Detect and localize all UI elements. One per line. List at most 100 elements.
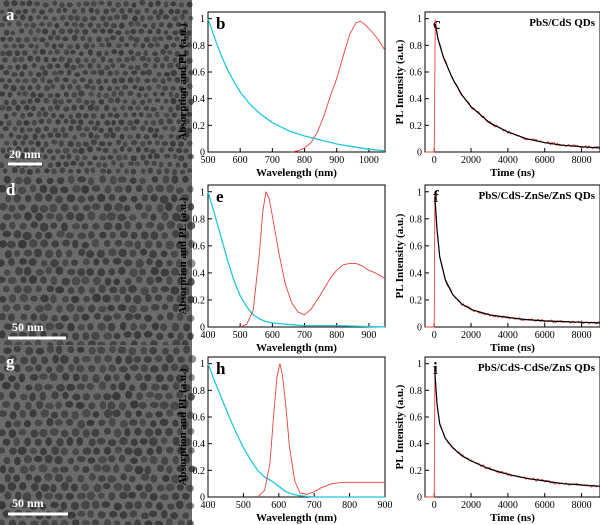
y-tick-label-h-0: 0 xyxy=(200,493,205,504)
x-tick-label-b-4: 900 xyxy=(329,155,344,166)
x-tick-label-h-5: 900 xyxy=(378,500,393,511)
y-tick-label-e-2: 0.4 xyxy=(193,268,206,279)
y-tick-label-c-3: 0.6 xyxy=(410,68,423,79)
y-tick-label-h-3: 0.6 xyxy=(193,413,206,424)
y-tick-label-f-5: 1 xyxy=(417,187,422,198)
x-axis-label-c: Time (ns) xyxy=(490,167,535,179)
x-tick-label-h-4: 800 xyxy=(342,500,357,511)
x-tick-label-e-1: 500 xyxy=(233,330,248,341)
y-tick-label-c-5: 1 xyxy=(417,14,422,25)
y-axis-label-f: PL Intensity (a.u.) xyxy=(394,213,406,298)
y-axis-label-c: PL Intensity (a.u.) xyxy=(394,39,406,124)
panel-letter-a: a xyxy=(6,5,15,24)
y-tick-label-i-0: 0 xyxy=(417,493,422,504)
absorption-line-b xyxy=(208,19,385,151)
decay_data-line-i xyxy=(425,372,600,497)
panel-letter-d: d xyxy=(6,180,16,199)
y-tick-label-h-5: 1 xyxy=(200,359,205,370)
sample-label-f: PbS/CdS-ZnSe/ZnS QDs xyxy=(479,190,596,202)
y-tick-label-f-4: 0.8 xyxy=(410,214,423,225)
panel-letter-f: f xyxy=(433,187,439,206)
plot-frame-c xyxy=(425,12,600,152)
panel-letter-b: b xyxy=(216,14,225,33)
panel-letter-h: h xyxy=(216,359,226,378)
x-tick-label-i-0: 0 xyxy=(432,500,437,511)
y-tick-label-c-1: 0.2 xyxy=(410,121,423,132)
y-tick-label-b-3: 0.6 xyxy=(193,68,206,79)
figure: a 20 nm d 50 nm g 50 nm 500 600 700 800 900 1… xyxy=(0,0,600,525)
x-axis-label-h: Wavelength (nm) xyxy=(256,512,337,524)
x-tick-label-h-1: 500 xyxy=(236,500,251,511)
chart-panel-e: 400 500 600 700 800 900 0 0.2 0.4 0.6 0.8 1 Waveleng… xyxy=(177,185,385,354)
y-axis-label-e: Absorption and PL (a.u.) xyxy=(177,197,189,314)
y-tick-label-b-2: 0.4 xyxy=(193,94,206,105)
panel-letter-g: g xyxy=(6,352,15,371)
x-tick-label-f-0: 0 xyxy=(432,330,437,341)
x-tick-label-f-1: 2000 xyxy=(461,330,481,341)
y-tick-label-e-4: 0.8 xyxy=(193,214,206,225)
sample-label-c: PbS/CdS QDs xyxy=(529,17,595,29)
x-tick-label-i-2: 4000 xyxy=(498,500,518,511)
x-tick-label-b-3: 800 xyxy=(297,155,312,166)
y-tick-label-b-4: 0.8 xyxy=(193,41,206,52)
x-tick-label-b-1: 600 xyxy=(233,155,248,166)
y-tick-label-i-5: 1 xyxy=(417,359,422,370)
y-tick-label-f-1: 0.2 xyxy=(410,295,423,306)
x-tick-label-h-3: 700 xyxy=(307,500,322,511)
tem-panel-g: g 50 nm xyxy=(0,345,196,525)
y-tick-label-c-2: 0.4 xyxy=(410,94,423,105)
y-tick-label-e-0: 0 xyxy=(200,323,205,334)
pl-line-h xyxy=(258,364,385,497)
x-tick-label-e-3: 700 xyxy=(297,330,312,341)
y-tick-label-e-5: 1 xyxy=(200,187,205,198)
scale-label-g: 50 nm xyxy=(12,496,44,510)
scale-label-a: 20 nm xyxy=(9,147,41,161)
y-tick-label-i-3: 0.6 xyxy=(410,413,423,424)
x-axis-label-b: Wavelength (nm) xyxy=(256,167,337,179)
decay_data-line-c xyxy=(425,20,600,152)
y-tick-label-i-1: 0.2 xyxy=(410,466,423,477)
x-tick-label-b-5: 1000 xyxy=(359,155,379,166)
y-tick-label-h-4: 0.8 xyxy=(193,386,206,397)
decay_fit-line-c xyxy=(435,24,600,148)
x-tick-label-f-3: 6000 xyxy=(535,330,555,341)
panel-letter-e: e xyxy=(216,187,224,206)
x-axis-label-e: Wavelength (nm) xyxy=(256,342,337,354)
plot-frame-e xyxy=(208,185,385,327)
decay_data-line-f xyxy=(425,195,600,327)
y-tick-label-e-1: 0.2 xyxy=(193,295,206,306)
absorption-line-e xyxy=(208,192,385,327)
y-tick-label-h-2: 0.4 xyxy=(193,439,206,450)
decay_fit-line-i xyxy=(435,373,600,486)
x-tick-label-i-4: 8000 xyxy=(572,500,592,511)
scale-label-d: 50 nm xyxy=(12,320,44,334)
y-tick-label-i-4: 0.8 xyxy=(410,386,423,397)
y-tick-label-e-3: 0.6 xyxy=(193,241,206,252)
absorption-line-h xyxy=(208,364,385,497)
chart-panel-i: 0 2000 4000 6000 8000 0 0.2 0.4 0.6 0.8 1 Time (ns)… xyxy=(394,357,600,524)
chart-panel-f: 0 2000 4000 6000 8000 0 0.2 0.4 0.6 0.8 1 Time (ns)… xyxy=(394,185,600,354)
y-tick-label-b-1: 0.2 xyxy=(193,121,206,132)
x-tick-label-e-2: 600 xyxy=(265,330,280,341)
y-tick-label-b-5: 1 xyxy=(200,14,205,25)
x-tick-label-c-1: 2000 xyxy=(461,155,481,166)
x-tick-label-f-2: 4000 xyxy=(498,330,518,341)
y-tick-label-f-0: 0 xyxy=(417,323,422,334)
plot-frame-f xyxy=(425,185,600,327)
tem-panel-a: a 20 nm xyxy=(0,0,194,175)
y-axis-label-i: PL Intensity (a.u.) xyxy=(394,384,406,469)
x-tick-label-i-1: 2000 xyxy=(461,500,481,511)
x-tick-label-f-4: 8000 xyxy=(572,330,592,341)
decay_fit-line-f xyxy=(435,197,600,323)
x-tick-label-e-5: 900 xyxy=(361,330,376,341)
x-tick-label-e-4: 800 xyxy=(329,330,344,341)
x-tick-label-h-2: 600 xyxy=(271,500,286,511)
x-tick-label-c-2: 4000 xyxy=(498,155,518,166)
x-axis-label-f: Time (ns) xyxy=(490,342,535,354)
y-axis-label-h: Absorption and PL (a.u.) xyxy=(177,368,189,485)
x-tick-label-c-3: 6000 xyxy=(535,155,555,166)
x-tick-label-b-2: 700 xyxy=(265,155,280,166)
x-tick-label-i-3: 6000 xyxy=(535,500,555,511)
chart-panel-c: 0 2000 4000 6000 8000 0 0.2 0.4 0.6 0.8 1 Time (ns)… xyxy=(394,12,600,179)
x-tick-label-c-4: 8000 xyxy=(572,155,592,166)
